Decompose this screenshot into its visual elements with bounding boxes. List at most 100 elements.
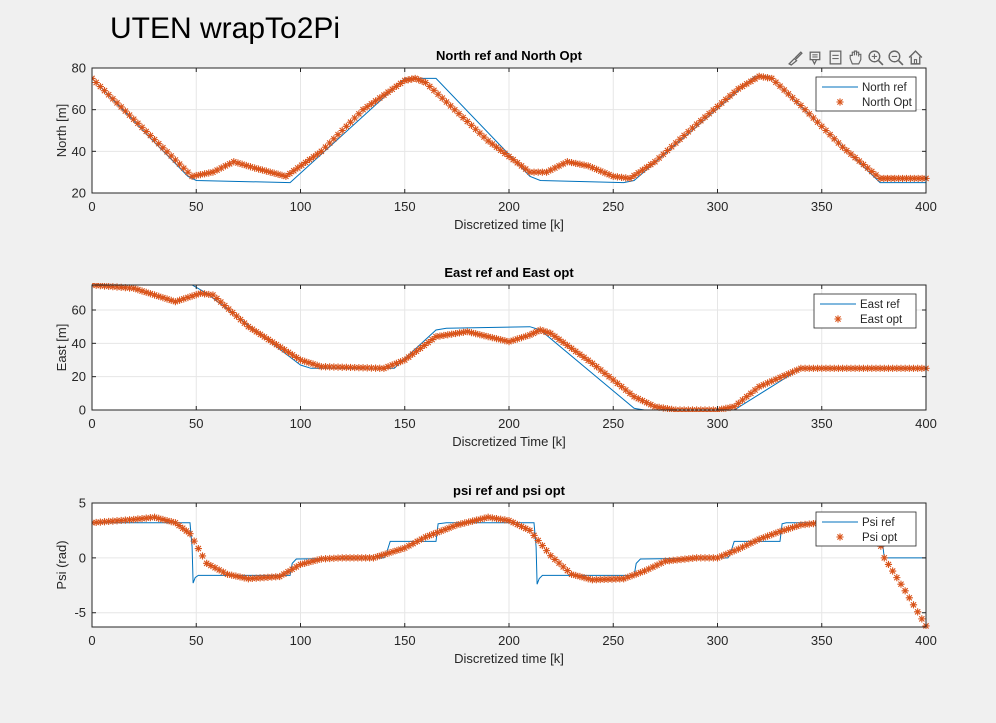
marker-east-opt (818, 364, 826, 372)
marker-psi-opt (125, 516, 134, 524)
marker-east-opt (592, 363, 601, 371)
marker-east-opt (280, 346, 289, 354)
marker-north-opt (355, 110, 363, 118)
marker-east-opt (651, 403, 659, 411)
x-tick-label: 300 (707, 199, 729, 214)
marker-psi-opt (914, 608, 922, 616)
x-axis-label: Discretized time [k] (454, 217, 564, 232)
marker-psi-opt (381, 550, 389, 558)
marker-east-opt (244, 323, 252, 331)
marker-north-opt (290, 167, 298, 175)
subplot-2: 0 50 100 150 200 250 300 350 400 0 20 40 60 East ref … (54, 265, 937, 449)
marker-psi-opt (893, 574, 901, 582)
marker-east-opt (342, 363, 350, 371)
pan-icon[interactable] (846, 47, 865, 67)
marker-east-opt (113, 283, 121, 291)
marker-east-opt (167, 296, 175, 304)
marker-psi-opt (100, 518, 109, 526)
marker-east-opt (146, 290, 154, 298)
marker-east-opt (221, 301, 229, 310)
marker-east-opt (313, 361, 321, 369)
marker-psi-opt (501, 516, 509, 524)
marker-north-opt (484, 137, 492, 145)
marker-north-opt (326, 139, 334, 147)
axes-toolbar (786, 47, 925, 69)
home-icon[interactable] (906, 47, 925, 67)
data-tips-icon[interactable] (806, 47, 825, 67)
marker-psi-opt (497, 515, 505, 523)
marker-psi-opt (465, 518, 473, 526)
marker-psi-opt (551, 555, 559, 564)
marker-east-opt (180, 295, 188, 303)
marker-north-opt (217, 164, 225, 172)
marker-east-opt (634, 395, 642, 403)
marker-north-opt (864, 164, 872, 172)
marker-psi-opt (530, 531, 538, 540)
zoom-in-icon[interactable] (866, 47, 885, 67)
marker-east-opt (747, 389, 755, 397)
brush-icon[interactable] (786, 47, 805, 67)
marker-east-opt (793, 366, 801, 374)
marker-east-opt (367, 364, 375, 372)
marker-north-opt (242, 161, 250, 170)
x-tick-label: 400 (915, 199, 937, 214)
marker-north-opt (230, 158, 238, 166)
marker-east-opt (451, 329, 460, 338)
marker-psi-opt (377, 551, 385, 559)
legend-label: North ref (862, 82, 908, 94)
marker-north-opt (768, 74, 776, 83)
marker-east-opt (734, 399, 742, 407)
marker-east-opt (755, 383, 763, 391)
marker-psi-opt (576, 572, 584, 581)
marker-north-opt (734, 85, 742, 93)
marker-north-opt (622, 174, 630, 182)
marker-north-opt (855, 157, 863, 165)
marker-north-opt (125, 111, 134, 119)
marker-north-opt (638, 166, 647, 174)
marker-east-opt (236, 316, 245, 324)
marker-east-opt (476, 331, 484, 339)
marker-psi-opt (534, 536, 542, 545)
export-icon[interactable] (826, 47, 845, 67)
marker-north-opt (371, 97, 380, 105)
marker-north-opt (898, 174, 907, 183)
marker-psi-opt (645, 565, 653, 573)
marker-east-opt (401, 356, 409, 364)
marker-psi-opt (453, 521, 461, 529)
marker-psi-opt (142, 514, 150, 522)
marker-north-opt (834, 139, 843, 147)
marker-north-opt (605, 170, 613, 179)
marker-psi-opt (522, 524, 530, 533)
marker-psi-opt (232, 572, 240, 580)
marker-psi-opt (326, 554, 334, 563)
marker-east-opt (559, 338, 567, 346)
marker-psi-opt (272, 573, 280, 581)
marker-north-opt (274, 170, 282, 178)
marker-east-opt (533, 328, 541, 336)
legend-label: Psi opt (862, 532, 898, 544)
marker-east-opt (643, 399, 651, 407)
marker-psi-opt (244, 575, 252, 583)
marker-north-opt (150, 136, 159, 144)
marker-east-opt (424, 338, 432, 347)
x-tick-label: 150 (394, 633, 416, 648)
marker-psi-opt (461, 519, 469, 527)
marker-psi-opt (385, 549, 393, 557)
marker-north-opt (822, 126, 830, 135)
marker-psi-opt (240, 574, 248, 582)
marker-north-opt (392, 82, 401, 90)
marker-north-opt (630, 172, 638, 180)
zoom-out-icon[interactable] (886, 47, 905, 67)
marker-east-opt (432, 333, 440, 341)
marker-north-opt (313, 150, 322, 158)
marker-psi-opt (730, 547, 738, 555)
marker-psi-opt (480, 514, 488, 522)
marker-north-opt (776, 82, 784, 90)
marker-psi-opt (346, 554, 354, 562)
marker-north-opt (418, 77, 426, 85)
marker-psi-opt (600, 575, 608, 584)
marker-east-opt (338, 363, 346, 371)
marker-east-opt (572, 347, 580, 355)
marker-north-opt (680, 131, 688, 140)
marker-psi-opt (476, 515, 484, 523)
